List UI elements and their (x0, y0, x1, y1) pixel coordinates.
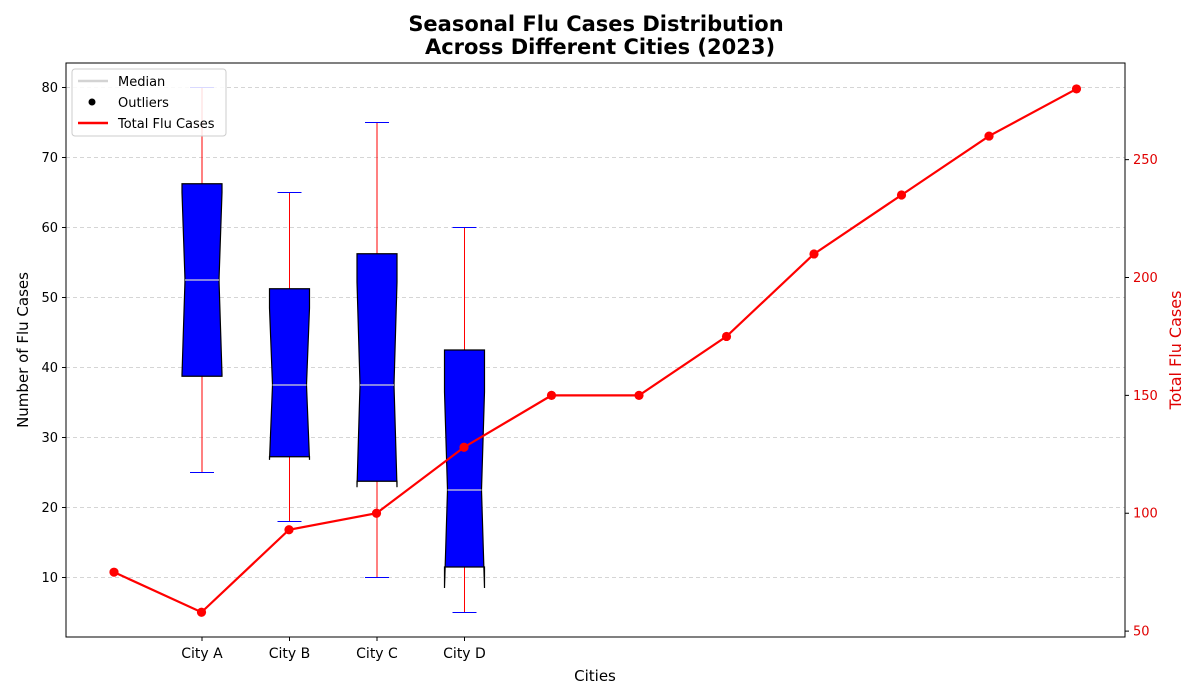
x-axis: City A City B City C City D (181, 637, 486, 662)
right-y-axis: 50 100 150 200 250 (1125, 153, 1158, 640)
left-tick-label: 80 (41, 81, 58, 96)
right-tick-label: 100 (1133, 507, 1158, 522)
box-body (443, 349, 486, 589)
left-tick-label: 50 (41, 291, 58, 306)
left-tick-label: 70 (41, 151, 58, 166)
legend: Median Outliers Total Flu Cases (71, 68, 227, 137)
right-tick-label: 150 (1133, 389, 1158, 404)
x-tick-label: City B (269, 646, 311, 662)
total-flu-point (109, 567, 119, 577)
grid (66, 87, 1125, 578)
total-flu-point (634, 390, 644, 400)
total-flu-polyline (113, 87, 1078, 614)
x-axis-label: Cities (574, 667, 616, 685)
total-flu-point (984, 131, 994, 141)
chart-title-line2: Across Different Cities (2023) (425, 35, 775, 59)
total-flu-point (546, 390, 557, 400)
right-y-axis-label: Total Flu Cases (1166, 291, 1185, 411)
total-flu-point (809, 249, 819, 259)
box-body (268, 288, 311, 460)
total-flu-point (721, 331, 732, 342)
total-flu-point (896, 190, 907, 200)
plot-frame (65, 62, 1126, 638)
total-flu-point (284, 525, 294, 535)
right-tick-label: 200 (1133, 271, 1158, 286)
right-tick-label: 50 (1133, 625, 1150, 640)
x-tick-label: City D (443, 646, 486, 662)
chart-title-line1: Seasonal Flu Cases Distribution (408, 12, 783, 36)
left-tick-label: 20 (41, 501, 58, 516)
total-flu-point (459, 442, 469, 452)
legend-label-total: Total Flu Cases (117, 117, 215, 132)
legend-outliers-swatch (88, 98, 96, 106)
left-y-axis: 10 20 30 40 50 60 70 80 (41, 81, 66, 586)
x-tick-label: City C (356, 646, 398, 662)
x-tick-label: City A (181, 646, 223, 662)
left-tick-label: 40 (41, 361, 58, 376)
total-flu-line (109, 84, 1082, 617)
box-body (356, 253, 398, 488)
left-tick-label: 60 (41, 221, 58, 236)
total-flu-point (196, 607, 207, 617)
legend-label-outliers: Outliers (118, 96, 169, 111)
legend-label-median: Median (118, 75, 165, 90)
legend-box (71, 68, 227, 137)
left-tick-label: 30 (41, 431, 58, 446)
right-tick-label: 250 (1133, 153, 1158, 168)
left-y-axis-label: Number of Flu Cases (14, 272, 32, 428)
left-tick-label: 10 (41, 571, 58, 586)
total-flu-point (371, 508, 382, 518)
total-flu-point (1071, 84, 1082, 94)
box-plots (181, 87, 486, 613)
